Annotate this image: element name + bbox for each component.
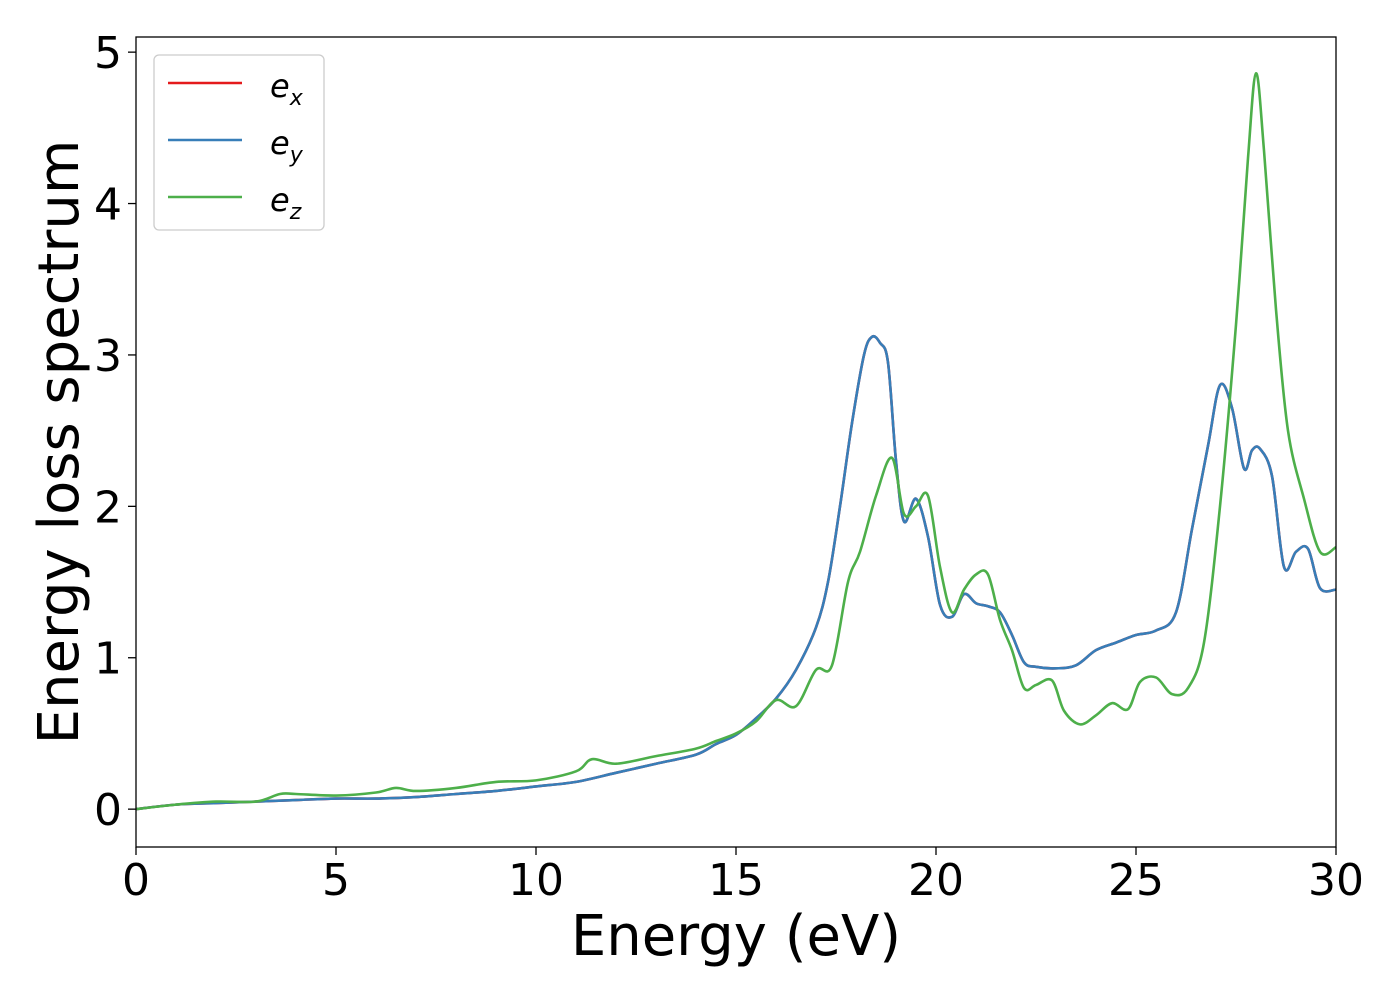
legend-label-base: e — [270, 67, 290, 105]
legend-label-base: e — [270, 181, 290, 219]
series-line-x — [136, 334, 1336, 811]
series-layer — [136, 72, 1336, 811]
y-tick-label: 1 — [94, 634, 122, 685]
legend-label-y: ey — [270, 124, 304, 168]
legend-label-base: e — [270, 124, 290, 162]
series-line-z — [136, 72, 1336, 811]
legend-label-subscript: x — [289, 86, 304, 111]
y-tick-label: 4 — [94, 180, 122, 231]
legend-label-subscript: z — [289, 200, 302, 225]
x-tick-label: 15 — [708, 855, 764, 906]
y-tick-label: 2 — [94, 482, 122, 533]
y-tick-label: 3 — [94, 331, 122, 382]
legend-label-z: ez — [270, 181, 302, 225]
series-line-y — [136, 334, 1336, 811]
legend-box — [153, 54, 325, 231]
legend-label-subscript: y — [289, 143, 304, 168]
y-tick-label: 5 — [94, 28, 122, 79]
x-axis-title: Energy (eV) — [571, 904, 901, 969]
y-axis-title: Energy loss spectrum — [27, 140, 92, 745]
x-tick-label: 5 — [322, 855, 350, 906]
x-tick-label: 25 — [1108, 855, 1164, 906]
x-tick-label: 0 — [122, 855, 150, 906]
legend-label-x: ex — [270, 67, 304, 111]
x-tick-label: 10 — [508, 855, 564, 906]
x-tick-label: 20 — [908, 855, 964, 906]
axes-layer: 0 5 10 15 20 25 30 0 1 2 3 4 5 — [94, 28, 1364, 906]
x-tick-label: 30 — [1308, 855, 1364, 906]
y-tick-label: 0 — [94, 785, 122, 836]
